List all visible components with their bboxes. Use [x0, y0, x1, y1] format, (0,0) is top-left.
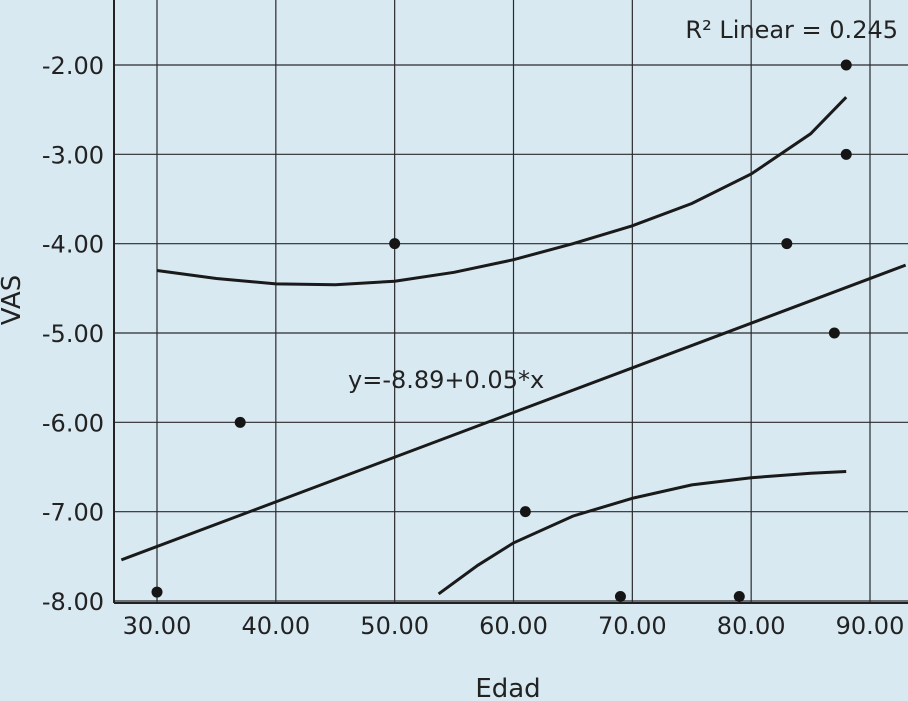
x-tick-label: 40.00: [241, 612, 310, 640]
lower-confidence-band: [437, 470, 847, 596]
y-tick-label: -8.00: [42, 588, 104, 616]
x-tick-label: 80.00: [717, 612, 786, 640]
x-tick-label: 30.00: [123, 612, 192, 640]
data-point: [614, 591, 626, 603]
y-tick-label: -4.00: [42, 231, 104, 259]
r2-annotation: R² Linear = 0.245: [685, 16, 898, 44]
x-axis-title: Edad: [475, 674, 540, 701]
data-point: [519, 506, 531, 518]
fit-line-group: [120, 263, 907, 562]
confidence-bands: [156, 96, 848, 596]
data-point: [234, 416, 246, 428]
data-point: [840, 59, 852, 71]
x-tick-label: 60.00: [479, 612, 548, 640]
fit-line: [120, 263, 907, 562]
data-point: [781, 238, 793, 250]
data-points: [151, 59, 852, 603]
y-tick-label: -2.00: [42, 52, 104, 80]
x-tick-label: 70.00: [598, 612, 667, 640]
equation-annotation: y=-8.89+0.05*x: [348, 366, 544, 394]
data-point: [389, 238, 401, 250]
grid: [114, 0, 908, 603]
axes: [113, 0, 908, 604]
x-tick-label: 90.00: [836, 612, 905, 640]
y-tick-label: -3.00: [42, 141, 104, 169]
data-point: [840, 148, 852, 160]
y-axis-title: VAS: [0, 275, 27, 325]
y-tick-label: -5.00: [42, 320, 104, 348]
y-tick-label: -7.00: [42, 499, 104, 527]
x-tick-label: 50.00: [360, 612, 429, 640]
data-point: [151, 586, 163, 598]
tick-labels: 30.00 40.00 50.00 60.00 70.00 80.00 90.00 -2.00…: [42, 52, 904, 640]
y-tick-label: -6.00: [42, 409, 104, 437]
data-point: [828, 327, 840, 339]
upper-confidence-band: [156, 96, 848, 287]
data-point: [733, 591, 745, 603]
